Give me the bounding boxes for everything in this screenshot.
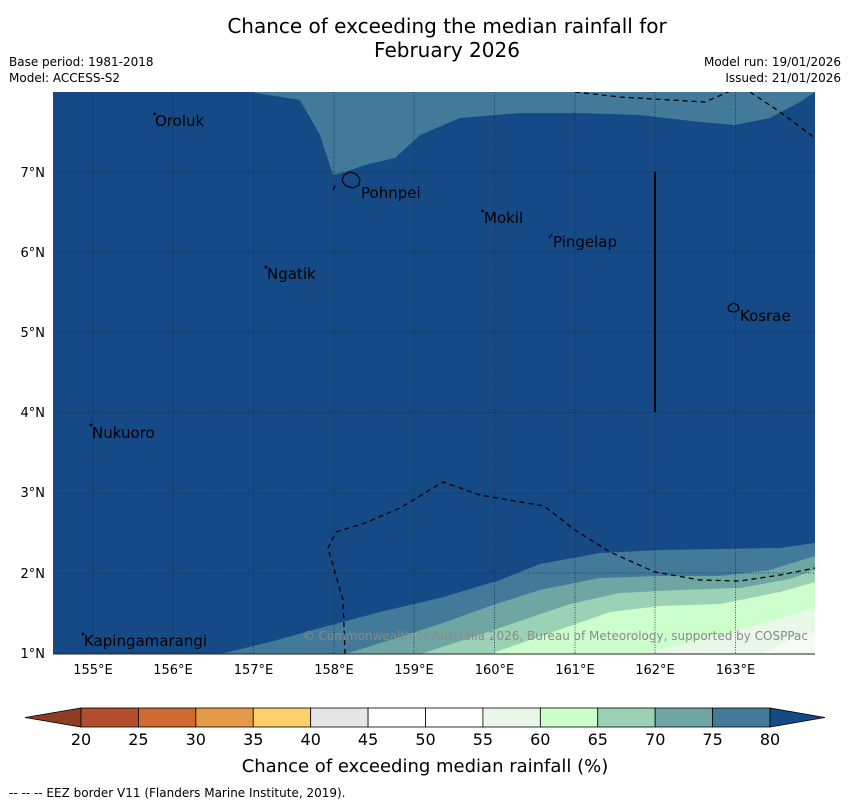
colorbar-label: Chance of exceeding median rainfall (%) [242, 756, 609, 777]
eez-border [327, 92, 815, 654]
colorbar-tick-75: 75 [702, 730, 722, 749]
islands [81, 112, 740, 636]
kosrae-island-outline [727, 302, 740, 313]
colorbar-tick-35: 35 [243, 730, 263, 749]
place-label-pingelap: Pingelap [553, 233, 617, 251]
colorbar-swatch-70-75 [654, 707, 713, 728]
colorbar-swatch-50-55 [425, 707, 484, 728]
title-line-1: Chance of exceeding the median rainfall … [227, 14, 667, 38]
nukuoro-atoll [89, 423, 93, 427]
place-label-kosrae: Kosrae [740, 307, 791, 325]
colorbar-tick-50: 50 [415, 730, 435, 749]
colorbar-swatch-30-35 [195, 707, 254, 728]
pohnpei-island-outline [341, 171, 361, 189]
meta-left: Base period: 1981-2018 Model: ACCESS-S2 [9, 54, 154, 86]
lat-tick-2n: 2°N [21, 567, 46, 582]
colorbar-tick-25: 25 [128, 730, 148, 749]
lon-tick-160: 160°E [475, 663, 515, 678]
probability-50-region [760, 632, 815, 654]
lon-tick-157: 157°E [234, 663, 274, 678]
lon-tick-161: 161°E [555, 663, 595, 678]
colorbar-tick-55: 55 [473, 730, 493, 749]
lon-tick-156: 156°E [153, 663, 193, 678]
meta-right: Model run: 19/01/2026 Issued: 21/01/2026 [704, 54, 841, 86]
place-label-nukuoro: Nukuoro [92, 424, 155, 442]
colorbar-tick-70: 70 [645, 730, 665, 749]
place-label-ngatik: Ngatik [267, 265, 316, 283]
colorbar-tick-65: 65 [588, 730, 608, 749]
colorbar-tick-20: 20 [71, 730, 91, 749]
lat-tick-5n: 5°N [21, 326, 46, 341]
colorbar-tick-labels: 20 25 30 35 40 45 50 55 60 65 70 75 80 [71, 730, 780, 749]
mokil-atoll [481, 209, 485, 213]
model-run: Model run: 19/01/2026 [703, 55, 841, 69]
eez-footnote: -- -- -- EEZ border V11 (Flanders Marine… [9, 786, 346, 800]
colorbar-tick-80: 80 [760, 730, 780, 749]
colorbar-swatch-40-45 [310, 707, 369, 728]
lat-tick-7n: 7°N [21, 166, 46, 181]
issued-date: Issued: 21/01/2026 [725, 71, 841, 85]
colorbar [24, 707, 826, 728]
lon-tick-159: 159°E [394, 663, 434, 678]
probability-55-region [640, 608, 815, 654]
base-period: Base period: 1981-2018 [9, 55, 154, 69]
colorbar-tick-30: 30 [186, 730, 206, 749]
longitude-tick-labels: 155°E 156°E 157°E 158°E 159°E 160°E 161°… [73, 663, 755, 678]
place-label-pohnpei: Pohnpei [361, 184, 421, 202]
place-label-oroluk: Oroluk [155, 112, 204, 130]
colorbar-swatch-75-80 [712, 707, 771, 728]
oroluk-atoll [153, 112, 157, 116]
lon-tick-158: 158°E [314, 663, 354, 678]
lat-tick-3n: 3°N [21, 486, 46, 501]
place-label-kapingamarangi: Kapingamarangi [84, 632, 207, 650]
colorbar-swatch-20-25 [80, 707, 139, 728]
lon-tick-155: 155°E [73, 663, 113, 678]
colorbar-swatch-45-50 [367, 707, 426, 728]
map-title: Chance of exceeding the median rainfall … [0, 14, 850, 62]
place-label-mokil: Mokil [484, 209, 523, 227]
title-line-2: February 2026 [374, 38, 520, 62]
lat-tick-6n: 6°N [21, 246, 46, 261]
graticule [53, 92, 815, 654]
ngatik-atoll [264, 265, 268, 269]
pingelap-atoll [548, 233, 553, 239]
copyright-notice: © Commonwealth of Australia 2026, Bureau… [303, 629, 808, 643]
probability-75-region-north [250, 92, 815, 175]
lat-tick-1n: 1°N [21, 647, 46, 662]
colorbar-swatch-60-65 [539, 707, 599, 728]
place-labels: Oroluk Pohnpei Mokil Pingelap Ngatik Kos… [84, 112, 791, 650]
colorbar-swatch-25-30 [138, 707, 197, 728]
colorbar-swatch-55-60 [482, 707, 541, 728]
lat-tick-4n: 4°N [21, 406, 46, 421]
colorbar-extend-under [24, 707, 82, 728]
colorbar-tick-40: 40 [301, 730, 321, 749]
colorbar-extend-over [769, 707, 826, 728]
latitude-tick-labels: 1°N 2°N 3°N 4°N 5°N 7°N 6°N [21, 166, 46, 662]
colorbar-swatch-35-40 [252, 707, 312, 728]
kapingamarangi-atoll [81, 632, 85, 636]
model-name: Model: ACCESS-S2 [9, 71, 121, 85]
lon-tick-163: 163°E [716, 663, 756, 678]
colorbar-tick-45: 45 [358, 730, 378, 749]
colorbar-swatch-65-70 [597, 707, 656, 728]
colorbar-tick-60: 60 [530, 730, 550, 749]
map-area: Oroluk Pohnpei Mokil Pingelap Ngatik Kos… [53, 92, 815, 654]
lon-tick-162: 162°E [635, 663, 675, 678]
